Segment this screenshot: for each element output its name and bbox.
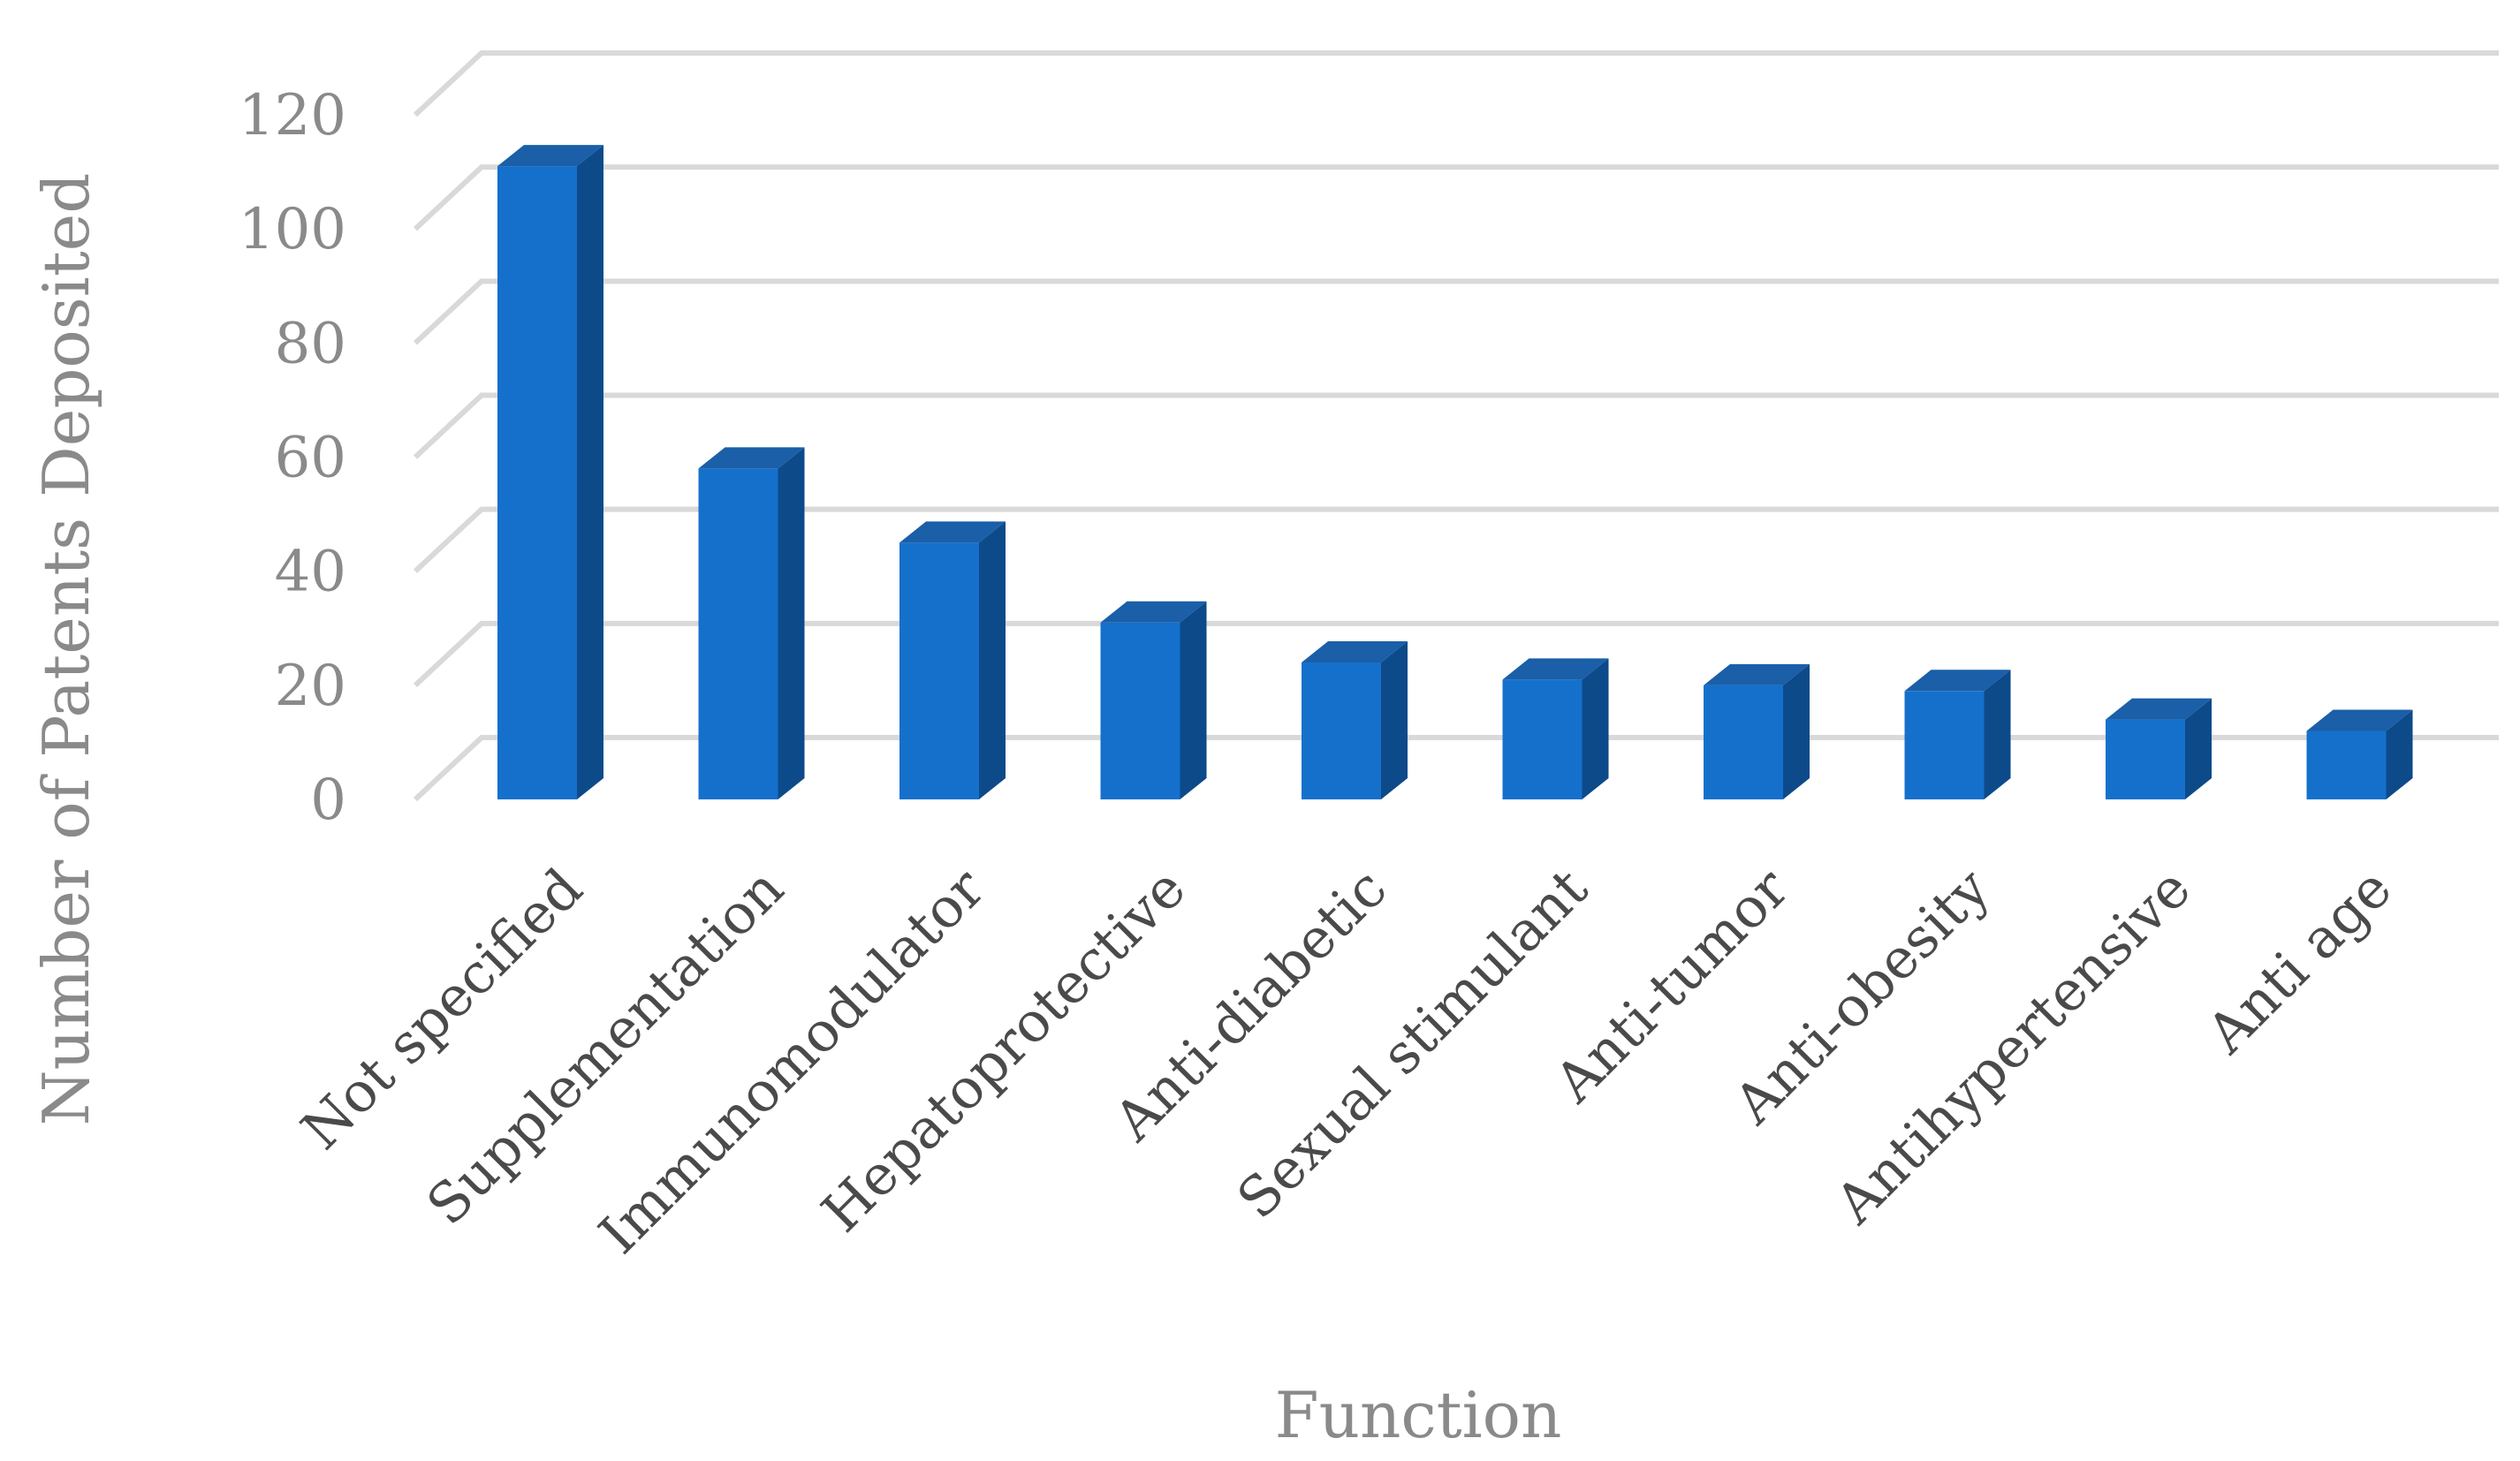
gridlines bbox=[413, 50, 2499, 802]
bar bbox=[1502, 658, 1609, 799]
bar-side bbox=[1582, 658, 1609, 799]
bar bbox=[2106, 698, 2212, 799]
bar-front bbox=[2106, 719, 2185, 799]
x-category-label: Immunomodulator bbox=[587, 856, 998, 1267]
bar-side bbox=[979, 521, 1006, 799]
bar bbox=[899, 521, 1006, 799]
bar bbox=[1302, 641, 1408, 799]
bar-top bbox=[698, 447, 805, 469]
bar-side bbox=[1984, 670, 2011, 799]
bar-front bbox=[2306, 730, 2387, 799]
gridline bbox=[413, 506, 2499, 573]
y-tick-label: 0 bbox=[310, 768, 346, 833]
gridline bbox=[413, 620, 2499, 688]
bar-front bbox=[1100, 622, 1180, 799]
bar-front bbox=[698, 468, 778, 799]
bar-side bbox=[1381, 641, 1408, 799]
bar-top bbox=[497, 145, 603, 167]
y-axis-ticks: 0 20 40 60 80 100 120 bbox=[239, 83, 346, 833]
bar-front bbox=[1302, 662, 1381, 799]
x-axis-title: Function bbox=[1275, 1378, 1562, 1452]
gridline bbox=[413, 735, 2499, 802]
bar-side bbox=[1180, 601, 1207, 799]
bar-side bbox=[1783, 663, 1810, 799]
gridline bbox=[413, 278, 2499, 345]
gridline bbox=[413, 50, 2499, 117]
y-axis-title: Number of Patents Deposited bbox=[29, 173, 103, 1126]
bar-front bbox=[497, 166, 577, 799]
bar-side bbox=[778, 447, 805, 799]
bar-top bbox=[1302, 641, 1408, 662]
bar bbox=[698, 447, 805, 799]
y-tick-label: 20 bbox=[275, 654, 346, 719]
bar-top bbox=[2106, 698, 2212, 720]
y-tick-label: 120 bbox=[239, 83, 346, 148]
y-tick-label: 60 bbox=[275, 426, 346, 491]
bar-top bbox=[1100, 601, 1207, 623]
y-tick-label: 100 bbox=[239, 197, 346, 262]
bar bbox=[1904, 670, 2011, 799]
bar-front bbox=[1704, 685, 1783, 799]
x-axis-category-labels: Not specifiedSupplementationImmunomodula… bbox=[289, 856, 2404, 1267]
y-tick-label: 40 bbox=[275, 540, 346, 605]
bars bbox=[497, 145, 2413, 799]
bar-top bbox=[1704, 663, 1810, 685]
bar-top bbox=[2306, 709, 2413, 731]
gridline bbox=[413, 392, 2499, 459]
x-category-label: Supplementation bbox=[414, 856, 796, 1238]
bar-top bbox=[1502, 658, 1609, 680]
gridline bbox=[413, 164, 2499, 231]
x-category-label: Sexual stimulant bbox=[1225, 856, 1600, 1231]
bar bbox=[1100, 601, 1207, 799]
bar-side bbox=[2185, 698, 2212, 799]
bar bbox=[2306, 709, 2413, 799]
bar bbox=[1704, 663, 1810, 799]
bar-front bbox=[1904, 691, 1985, 799]
bar-front bbox=[1502, 679, 1583, 799]
bar-front bbox=[899, 542, 979, 799]
x-category-label: Antihypertensive bbox=[1822, 856, 2203, 1237]
bar bbox=[497, 145, 603, 799]
bar-side bbox=[577, 145, 603, 799]
bar-top bbox=[1904, 670, 2011, 692]
x-category-label: Hepatoprotective bbox=[809, 856, 1198, 1245]
y-tick-label: 80 bbox=[275, 311, 346, 376]
x-category-label: Anti age bbox=[2194, 856, 2404, 1066]
bar-side bbox=[2386, 709, 2413, 799]
bar-top bbox=[899, 521, 1006, 543]
